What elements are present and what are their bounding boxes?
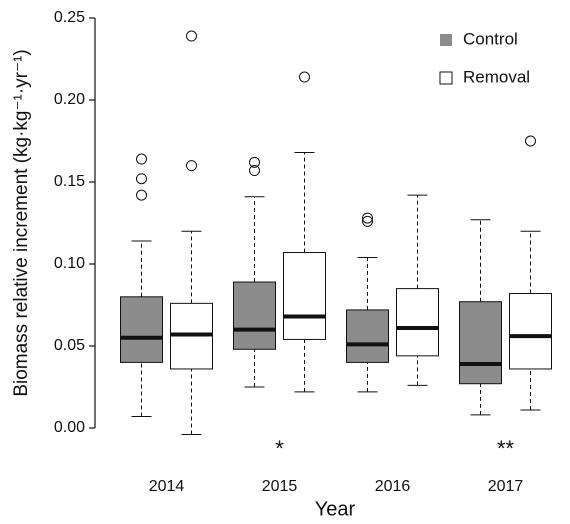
y-tick-label: 0.15	[54, 173, 85, 190]
outlier	[299, 71, 310, 83]
outlier	[186, 30, 197, 42]
y-axis-label: Biomass relative increment (kg·kg⁻¹·yr⁻¹…	[11, 49, 32, 396]
outlier	[136, 153, 147, 165]
y-tick-label: 0.05	[54, 337, 85, 354]
box	[233, 281, 276, 350]
box	[120, 296, 163, 363]
outlier	[136, 173, 147, 185]
y-tick-label: 0.00	[54, 419, 85, 436]
box	[346, 309, 389, 363]
legend-label: Removal	[463, 67, 530, 86]
outlier	[136, 189, 147, 201]
box	[459, 301, 502, 385]
significance: *	[275, 436, 284, 461]
legend-swatch	[440, 34, 452, 46]
x-tick-label: 2016	[375, 478, 411, 495]
y-tick-label: 0.25	[54, 9, 85, 26]
outlier	[525, 135, 536, 147]
legend-swatch	[439, 71, 453, 85]
x-tick-label: 2014	[149, 478, 185, 495]
x-tick-label: 2017	[488, 478, 524, 495]
outlier	[362, 212, 373, 224]
outlier	[186, 160, 197, 172]
y-tick-label: 0.10	[54, 255, 85, 272]
box	[509, 293, 552, 370]
outlier	[249, 156, 260, 168]
outlier	[249, 165, 260, 177]
x-axis-label: Year	[315, 498, 356, 520]
box	[396, 288, 439, 357]
legend-label: Control	[463, 29, 518, 48]
outlier	[362, 215, 373, 227]
x-tick-label: 2015	[262, 478, 298, 495]
significance: **	[497, 436, 515, 461]
y-tick-label: 0.20	[54, 91, 85, 108]
box	[283, 252, 326, 340]
